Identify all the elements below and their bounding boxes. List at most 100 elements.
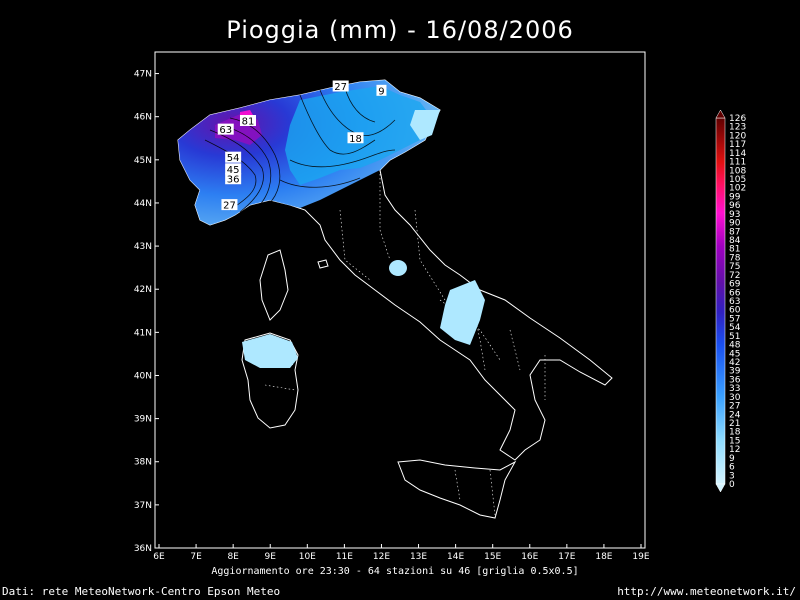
colorbar-label: 39 [729,367,741,377]
lat-tick-label: 45N [134,156,152,166]
lon-tick-label: 6E [153,552,165,562]
contour-label: 18 [349,134,362,145]
colorbar-labels: 0369121518212427303336394245485154576063… [729,114,746,490]
colorbar-label: 36 [729,375,741,385]
lon-tick-label: 17E [558,552,575,562]
contour-label-box [332,80,349,92]
colorbar-label: 126 [729,114,746,124]
colorbar-label: 48 [729,341,741,351]
colorbar-label: 6 [729,463,735,473]
contour-lines [204,87,396,213]
colorbar-label: 99 [729,192,741,202]
contour-label: 63 [219,125,232,136]
colorbar-label: 90 [729,219,741,229]
colorbar-label: 0 [729,480,735,490]
colorbar-label: 78 [729,253,741,263]
colorbar-label: 111 [729,158,746,168]
colorbar-label: 114 [729,149,746,159]
lon-tick-label: 19E [632,552,649,562]
lon-tick-label: 15E [484,552,501,562]
colorbar-label: 51 [729,332,740,342]
colorbar-label: 63 [729,297,740,307]
colorbar-min-arrow [715,483,726,493]
lon-tick-label: 18E [595,552,612,562]
contour-label-box [347,132,364,144]
lat-tick-label: 41N [134,328,152,338]
colorbar-label: 18 [729,428,741,438]
contour-label-box [239,115,256,127]
lat-tick-label: 43N [134,242,152,252]
contour-label-box [225,151,242,163]
lon-tick-label: 14E [447,552,464,562]
lon-tick-label: 12E [373,552,390,562]
data-source: Dati: rete MeteoNetwork-Centro Epson Met… [2,585,281,598]
colorbar-max-arrow [715,109,726,119]
colorbar-label: 102 [729,184,746,194]
lon-tick-label: 13E [410,552,427,562]
colorbar-label: 66 [729,288,741,298]
colorbar-label: 81 [729,245,740,255]
lat-tick-label: 36N [134,544,152,554]
contour-label-box [217,123,234,135]
lon-tick-label: 7E [190,552,202,562]
contour-label: 27 [334,82,347,93]
contour-label-box [225,163,242,175]
lon-tick-label: 11E [336,552,353,562]
lat-tick-label: 47N [134,70,152,80]
longitude-ticks: 6E 7E 8E 9E 10E 11E 12E 13E 14E 15E 16E 17E 18E 19E [153,544,650,562]
colorbar-label: 30 [729,393,741,403]
contour-label: 54 [227,153,240,164]
colorbar-label: 96 [729,201,741,211]
colorbar-label: 3 [729,471,735,481]
lat-tick-label: 42N [134,285,152,295]
map-title: Pioggia (mm) - 16/08/2006 [226,16,574,44]
lon-tick-label: 9E [265,552,277,562]
colorbar-label: 54 [729,323,741,333]
colorbar-label: 33 [729,384,740,394]
colorbar-label: 69 [729,280,741,290]
colorbar-label: 60 [729,306,741,316]
website-link[interactable]: http://www.meteonetwork.it/ [617,585,796,598]
colorbar: 0369121518212427303336394245485154576063… [715,109,746,493]
contour-label-box [221,199,238,211]
contour-label-box [225,173,242,185]
lat-tick-label: 38N [134,458,152,468]
lat-tick-label: 40N [134,371,152,381]
colorbar-label: 12 [729,445,740,455]
colorbar-label: 9 [729,454,735,464]
contour-label: 36 [227,175,240,186]
colorbar-label: 15 [729,436,740,446]
contour-label-box [376,84,387,96]
lon-tick-label: 8E [227,552,239,562]
colorbar-label: 108 [729,166,746,176]
lat-tick-label: 39N [134,415,152,425]
colorbar-label: 117 [729,140,746,150]
colorbar-label: 87 [729,227,740,237]
colorbar-label: 57 [729,314,740,324]
lat-tick-label: 37N [134,501,152,511]
colorbar-label: 72 [729,271,740,281]
colorbar-label: 45 [729,349,740,359]
lon-tick-label: 10E [299,552,316,562]
colorbar-label: 42 [729,358,740,368]
colorbar-label: 105 [729,175,746,185]
contour-label: 9 [378,86,384,97]
contour-label: 81 [242,117,255,128]
update-info: Aggiornamento ore 23:30 - 64 stazioni su… [211,566,579,577]
colorbar-label: 120 [729,131,746,141]
contour-label: 45 [227,165,240,176]
colorbar-label: 21 [729,419,740,429]
colorbar-label: 75 [729,262,740,272]
colorbar-label: 93 [729,210,740,220]
colorbar-label: 27 [729,402,740,412]
lon-tick-label: 16E [521,552,538,562]
contour-label: 27 [223,201,236,212]
colorbar-label: 123 [729,123,746,133]
latitude-ticks: 36N 37N 38N 39N 40N 41N 42N 43N 44N 45N 46N 47N [134,70,159,554]
colorbar-label: 24 [729,410,741,420]
colorbar-label: 84 [729,236,741,246]
lat-tick-label: 44N [134,199,152,209]
lat-tick-label: 46N [134,113,152,123]
